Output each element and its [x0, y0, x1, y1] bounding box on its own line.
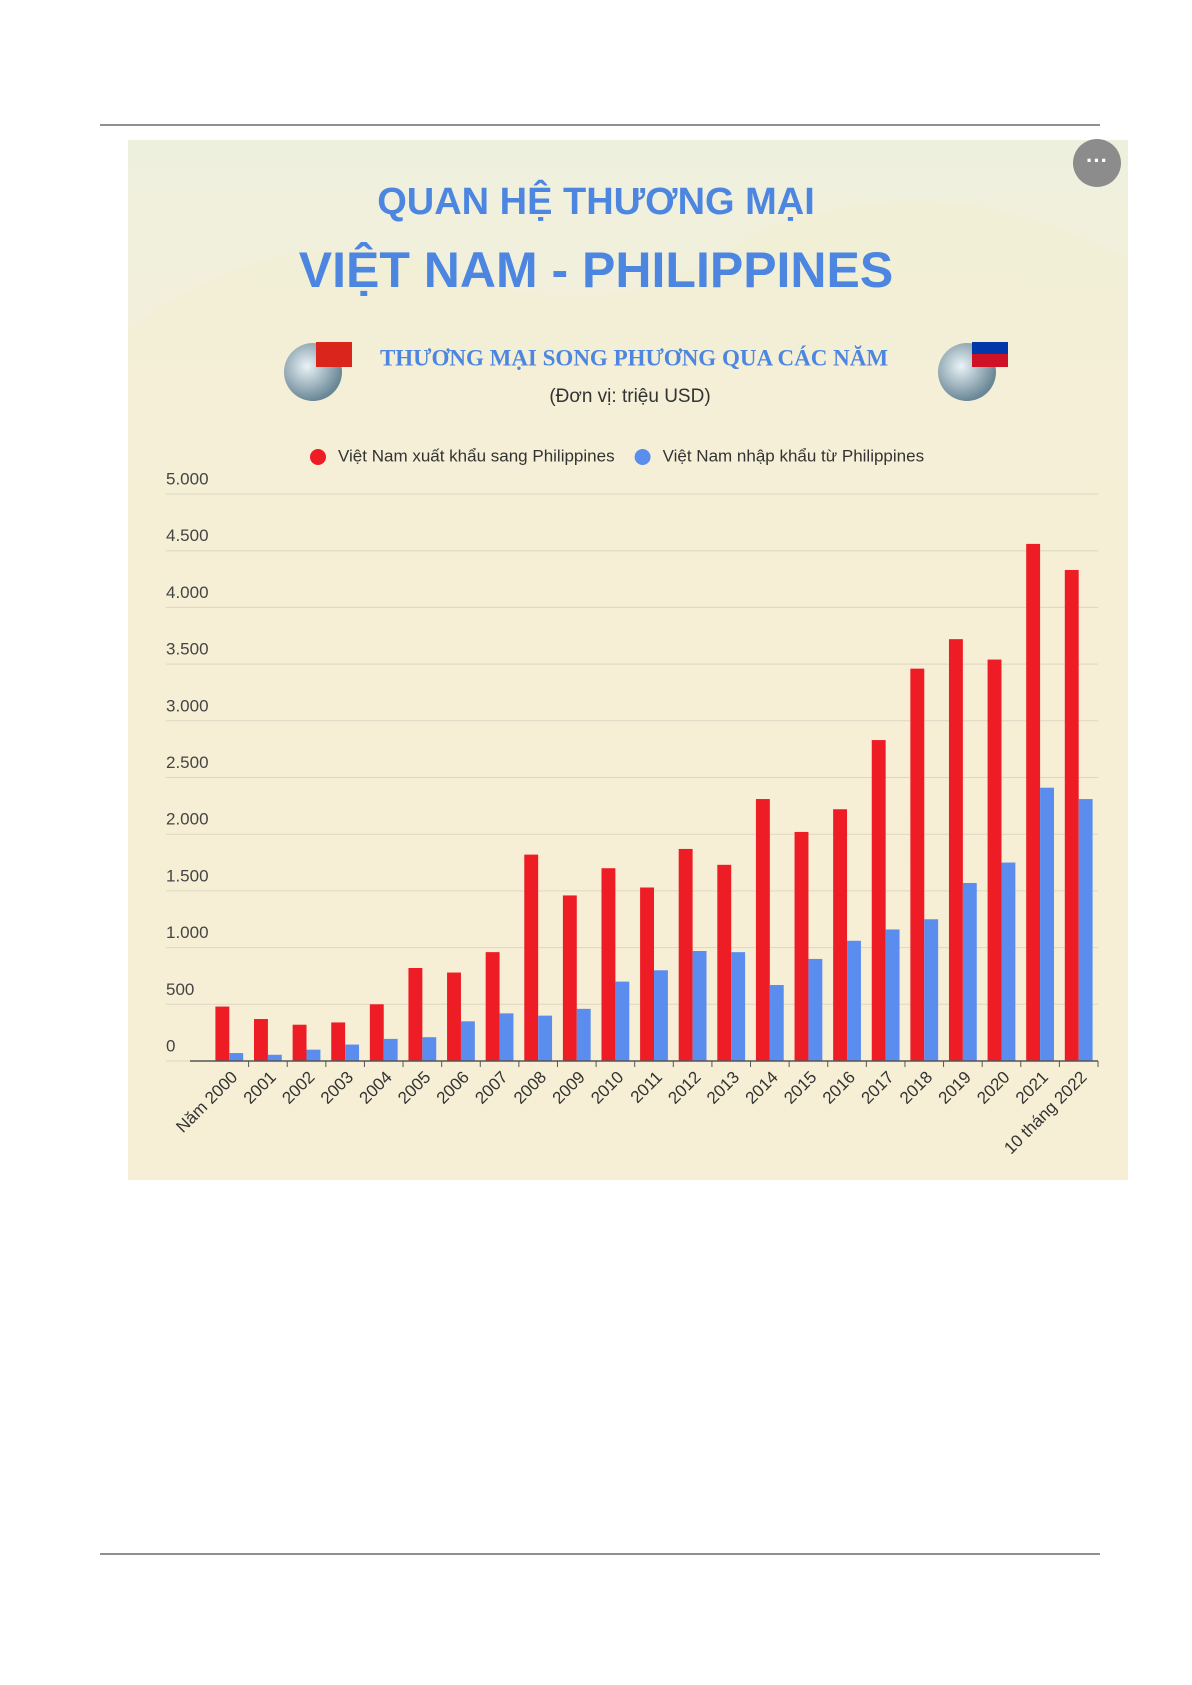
bar [678, 848, 693, 1061]
bar [306, 1049, 321, 1061]
bar [345, 1044, 360, 1061]
bar [833, 809, 848, 1061]
y-tick-label: 5.000 [166, 469, 209, 488]
bar [447, 972, 461, 1061]
flag-icon [316, 342, 352, 367]
bar [460, 1021, 475, 1061]
more-button[interactable] [1073, 139, 1121, 187]
bar [601, 868, 616, 1061]
y-tick-label: 500 [166, 980, 194, 999]
bar [422, 1037, 437, 1061]
bar [331, 1022, 346, 1061]
subtitle: VIỆT NAM - PHILIPPINES [299, 242, 894, 298]
bar [254, 1019, 268, 1061]
bar [871, 740, 886, 1061]
bar [948, 639, 963, 1061]
legend-swatch [310, 449, 326, 465]
bar [215, 1006, 230, 1061]
legend-label: Việt Nam nhập khẩu từ Philippines [663, 446, 925, 465]
legend-label: Việt Nam xuất khẩu sang Philippines [338, 446, 615, 465]
bar [408, 968, 423, 1061]
bar [755, 799, 770, 1061]
flag-icon [972, 342, 1008, 354]
chart-title: THƯƠNG MẠI SONG PHƯƠNG QUA CÁC NĂM [380, 344, 888, 370]
bar [962, 882, 977, 1061]
bar [267, 1054, 282, 1061]
bar [576, 1008, 591, 1061]
y-tick-label: 4.500 [166, 526, 209, 545]
y-tick-label: 3.500 [166, 640, 209, 659]
bar [654, 970, 668, 1061]
bar [369, 1004, 384, 1061]
bar [1078, 799, 1093, 1061]
bar [769, 985, 784, 1061]
bar [524, 854, 539, 1061]
y-tick-label: 2.000 [166, 810, 209, 829]
legend-swatch [634, 449, 651, 465]
y-tick-label: 0 [166, 1036, 175, 1055]
bar [910, 668, 925, 1061]
bar [808, 958, 823, 1061]
bar [885, 929, 900, 1061]
bar [538, 1015, 553, 1061]
y-tick-label: 4.000 [166, 583, 209, 602]
bar [987, 659, 1002, 1061]
y-tick-label: 1.500 [166, 866, 209, 885]
bar [692, 951, 707, 1061]
flag-icon [972, 354, 1008, 367]
bar [229, 1053, 244, 1061]
more-icon: ··· [1086, 148, 1108, 173]
bar [1064, 569, 1079, 1061]
unit-label: (Đơn vị: triệu USD) [549, 386, 710, 407]
bar [717, 864, 732, 1061]
bar [1040, 787, 1054, 1061]
bar [485, 952, 500, 1061]
bar [383, 1038, 398, 1061]
bar [794, 831, 809, 1061]
bar [1001, 862, 1016, 1061]
bar [924, 919, 939, 1061]
bar [562, 895, 577, 1061]
y-tick-label: 2.500 [166, 753, 209, 772]
bar [640, 887, 654, 1061]
bar [499, 1013, 514, 1061]
y-tick-label: 3.000 [166, 696, 209, 715]
bar [1026, 543, 1041, 1061]
bar [731, 952, 746, 1061]
bar [292, 1024, 307, 1061]
y-tick-label: 1.000 [166, 923, 209, 942]
bar [847, 940, 861, 1061]
bar [615, 981, 630, 1061]
title: QUAN HỆ THƯƠNG MẠI [377, 179, 815, 223]
